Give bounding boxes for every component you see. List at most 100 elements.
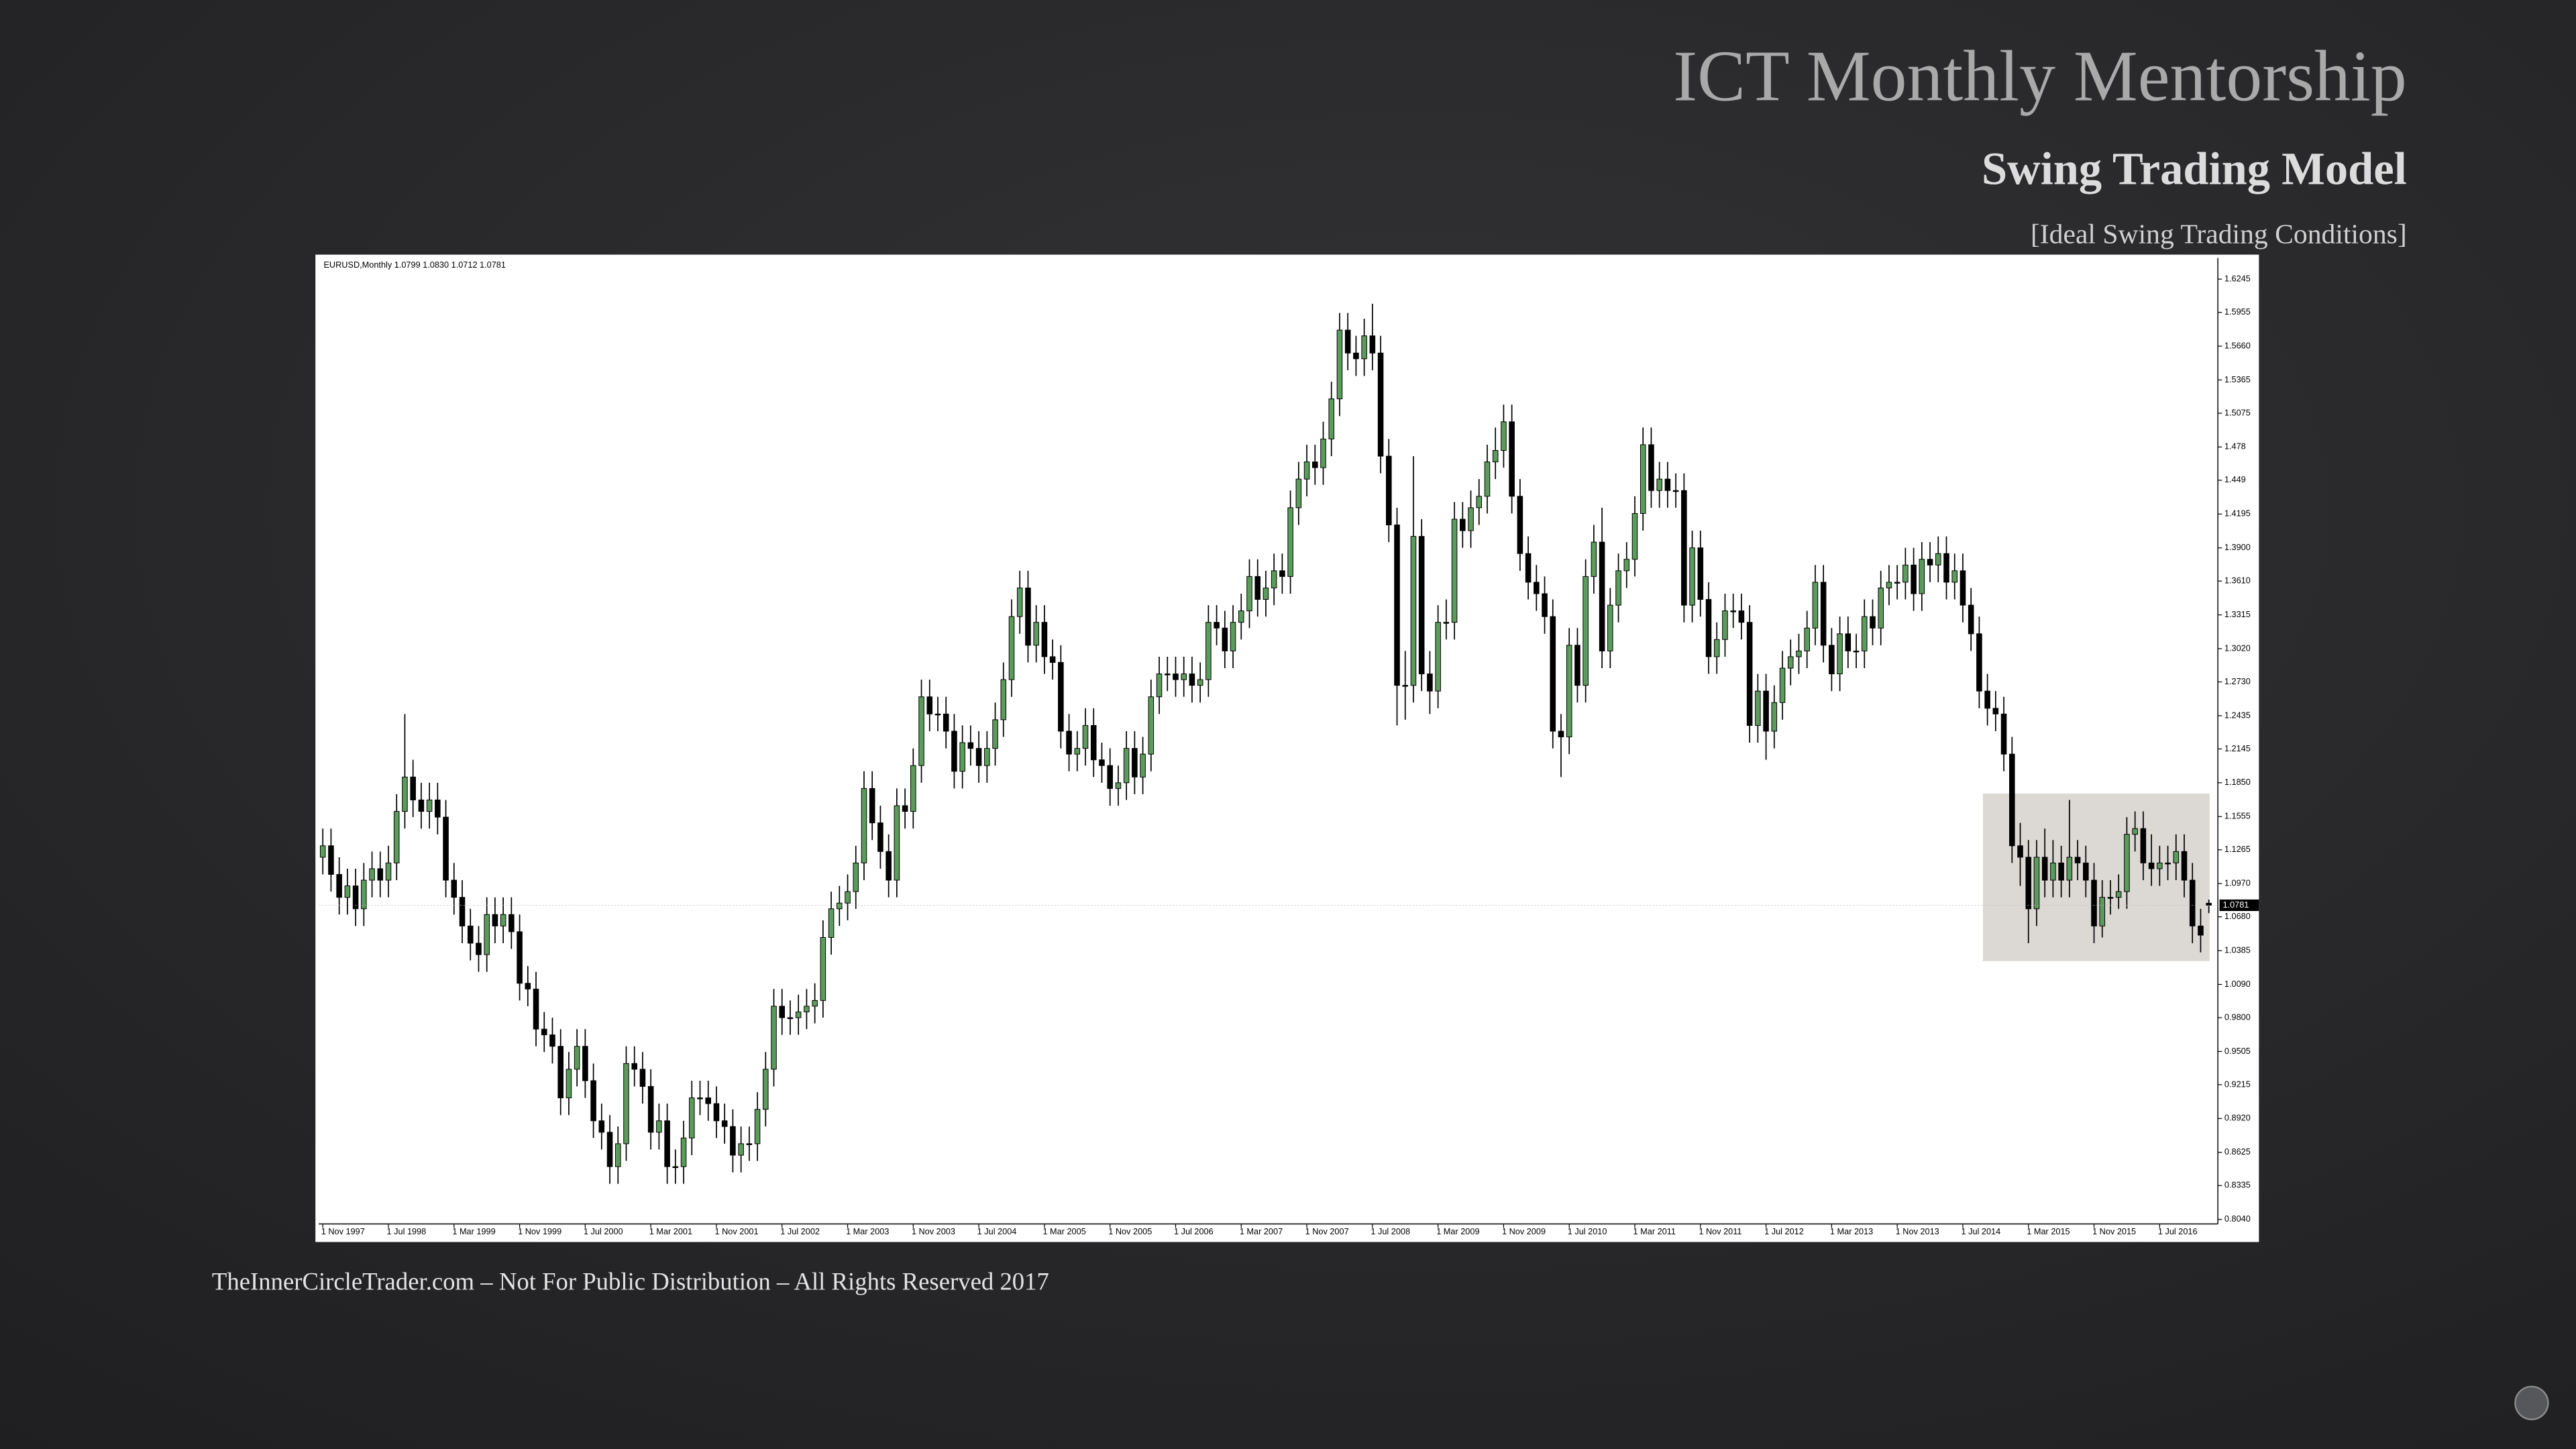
candle-body — [533, 988, 539, 1030]
candle-body — [1214, 622, 1220, 629]
candle-body — [1886, 582, 1892, 588]
x-tick-label: 1 Nov 2015 — [2092, 1226, 2136, 1236]
x-tick-label: 1 Nov 1999 — [518, 1226, 561, 1236]
y-tick-label: 1.1555 — [2224, 811, 2251, 821]
candle-body — [1099, 759, 1105, 766]
x-tick-label: 1 Nov 2011 — [1699, 1226, 1741, 1236]
candle-body — [1492, 449, 1499, 463]
candle-body — [1295, 478, 1302, 508]
candle-body — [508, 914, 515, 932]
y-tick-label: 1.3020 — [2224, 643, 2251, 653]
candle-body — [1336, 329, 1343, 400]
candle-body — [1902, 564, 1909, 583]
candle-body — [894, 805, 900, 881]
candle-body — [828, 908, 835, 938]
candle-body — [2025, 857, 2032, 910]
x-tick-label: 1 Jul 1998 — [387, 1226, 427, 1236]
candle-body — [1369, 335, 1376, 354]
x-tick-label: 1 Nov 2003 — [912, 1226, 955, 1236]
candle-body — [1287, 507, 1293, 577]
x-tick-label: 1 Jul 2008 — [1371, 1226, 1410, 1236]
candle-body — [1427, 674, 1433, 692]
x-tick-label: 1 Nov 2001 — [715, 1226, 759, 1236]
candle-body — [1648, 444, 1654, 491]
candle-body — [967, 742, 974, 749]
candle-body — [2000, 713, 2007, 755]
y-tick-label: 1.0970 — [2224, 878, 2251, 888]
candle-body — [1525, 553, 1532, 583]
candle-body — [402, 776, 408, 812]
candle-body — [1066, 731, 1072, 755]
candle-body — [566, 1069, 572, 1099]
candle-body — [992, 719, 998, 749]
candle-body — [541, 1028, 547, 1036]
candle-body — [1016, 587, 1023, 617]
x-tick-label: 1 Mar 2001 — [649, 1226, 692, 1236]
candle-body — [1542, 593, 1548, 617]
candle-body — [2091, 879, 2097, 926]
price-tag: 1.0781 — [2222, 900, 2249, 910]
x-tick-label: 1 Jul 2000 — [584, 1226, 623, 1236]
x-tick-label: 1 Mar 2007 — [1240, 1226, 1283, 1236]
candle-body — [1672, 490, 1679, 492]
candle-body — [697, 1097, 703, 1099]
candle-body — [1386, 455, 1392, 525]
candle-body — [853, 862, 859, 892]
candle-body — [1222, 627, 1228, 651]
candle-body — [2083, 862, 2089, 881]
x-tick-label: 1 Jul 2014 — [1962, 1226, 2001, 1236]
candle-body — [1582, 576, 1589, 686]
candle-body — [1148, 696, 1155, 755]
candle-body — [656, 1120, 662, 1133]
candle-body — [410, 776, 416, 800]
candle-body — [1025, 587, 1031, 646]
candle-body — [1607, 604, 1613, 651]
candle-body — [1763, 690, 1769, 732]
y-tick-label: 0.8920 — [2224, 1113, 2251, 1123]
chart-legend: EURUSD,Monthly 1.0799 1.0830 1.0712 1.07… — [323, 260, 506, 270]
candle-body — [1377, 352, 1384, 457]
candle-body — [2132, 828, 2138, 835]
candle-body — [1566, 645, 1572, 738]
candle-body — [861, 788, 867, 863]
candle-body — [1722, 610, 1728, 640]
candle-body — [1927, 559, 1933, 566]
x-tick-label: 1 Nov 2007 — [1305, 1226, 1349, 1236]
candle-body — [574, 1046, 580, 1070]
candle-body — [1591, 541, 1597, 577]
y-tick-label: 1.5075 — [2224, 407, 2251, 417]
candle-body — [1279, 570, 1285, 577]
candle-body — [2189, 879, 2196, 926]
candle-body — [1935, 553, 1941, 566]
y-tick-label: 1.3610 — [2224, 576, 2251, 586]
candle-body — [1755, 690, 1761, 726]
y-tick-label: 0.8335 — [2224, 1180, 2251, 1190]
candle-body — [1361, 335, 1367, 360]
candle-body — [385, 862, 392, 881]
candle-body — [943, 713, 949, 732]
candle-body — [2115, 891, 2122, 898]
candle-body — [1713, 639, 1720, 657]
candle-body — [1173, 674, 1179, 680]
x-tick-label: 1 Jul 2012 — [1764, 1226, 1804, 1236]
x-tick-label: 1 Mar 2009 — [1436, 1226, 1479, 1236]
candle-body — [1829, 645, 1835, 675]
candle-body — [1435, 622, 1441, 692]
candle-body — [1664, 478, 1671, 491]
candle-body — [1205, 622, 1212, 680]
candle-body — [1615, 570, 1621, 606]
candle-body — [377, 868, 384, 881]
x-tick-label: 1 Jul 2010 — [1568, 1226, 1607, 1236]
candle-body — [393, 811, 400, 863]
candle-body — [2058, 862, 2064, 881]
candle-body — [1312, 462, 1318, 468]
candle-body — [713, 1103, 720, 1122]
x-tick-label: 1 Jul 2002 — [780, 1226, 820, 1236]
candle-body — [1746, 622, 1753, 726]
y-tick-label: 1.0090 — [2224, 979, 2251, 989]
candle-body — [623, 1063, 629, 1144]
candle-body — [2124, 834, 2130, 892]
candle-body — [1820, 582, 1827, 646]
y-tick-label: 1.3315 — [2224, 609, 2251, 619]
y-tick-label: 0.9215 — [2224, 1079, 2251, 1089]
